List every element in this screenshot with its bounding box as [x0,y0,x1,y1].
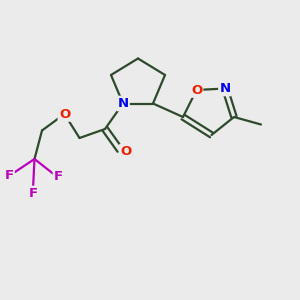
Text: F: F [54,170,63,184]
Text: N: N [219,82,231,95]
Text: N: N [117,97,129,110]
Text: O: O [120,145,132,158]
Text: F: F [28,187,38,200]
Text: F: F [4,169,14,182]
Text: O: O [191,83,202,97]
Text: O: O [59,107,70,121]
